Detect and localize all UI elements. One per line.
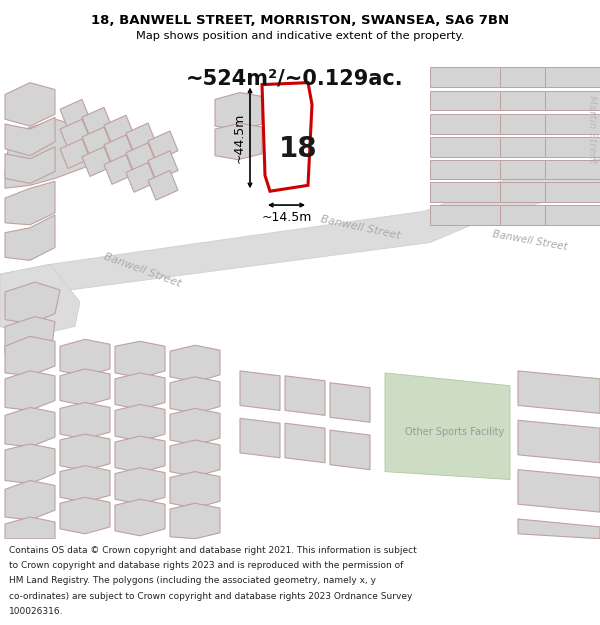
Polygon shape <box>60 498 110 534</box>
Polygon shape <box>104 135 134 164</box>
Polygon shape <box>5 215 55 261</box>
Text: Banwell Street: Banwell Street <box>492 229 568 252</box>
Text: Other Sports Facility: Other Sports Facility <box>406 427 505 437</box>
Polygon shape <box>5 317 55 356</box>
Polygon shape <box>430 91 600 110</box>
Polygon shape <box>104 155 134 184</box>
Polygon shape <box>170 503 220 539</box>
Polygon shape <box>518 371 600 413</box>
Polygon shape <box>5 118 55 156</box>
Polygon shape <box>60 369 110 406</box>
Polygon shape <box>262 82 312 191</box>
Text: ~14.5m: ~14.5m <box>262 211 311 224</box>
Polygon shape <box>240 371 280 411</box>
Polygon shape <box>330 430 370 469</box>
Polygon shape <box>115 341 165 378</box>
Polygon shape <box>285 423 325 462</box>
Polygon shape <box>5 481 55 520</box>
Polygon shape <box>170 377 220 413</box>
Polygon shape <box>5 282 60 324</box>
Text: ~44.5m: ~44.5m <box>233 112 246 163</box>
Polygon shape <box>60 434 110 471</box>
Polygon shape <box>430 137 600 157</box>
Polygon shape <box>126 143 156 172</box>
Text: Banwell Street: Banwell Street <box>102 252 182 289</box>
Text: HM Land Registry. The polygons (including the associated geometry, namely x, y: HM Land Registry. The polygons (includin… <box>9 576 376 586</box>
Polygon shape <box>5 444 55 484</box>
Text: Map shows position and indicative extent of the property.: Map shows position and indicative extent… <box>136 31 464 41</box>
Polygon shape <box>5 147 55 183</box>
Polygon shape <box>0 159 600 302</box>
Polygon shape <box>115 499 165 536</box>
Polygon shape <box>430 114 600 134</box>
Polygon shape <box>148 151 178 181</box>
Text: Banwell Street: Banwell Street <box>319 214 401 241</box>
Polygon shape <box>518 519 600 539</box>
Text: Martin Street: Martin Street <box>587 95 597 163</box>
Polygon shape <box>60 402 110 439</box>
Polygon shape <box>115 404 165 441</box>
Polygon shape <box>430 205 600 225</box>
Polygon shape <box>0 264 80 336</box>
Polygon shape <box>5 82 55 126</box>
Text: Contains OS data © Crown copyright and database right 2021. This information is : Contains OS data © Crown copyright and d… <box>9 546 417 554</box>
Polygon shape <box>518 420 600 462</box>
Polygon shape <box>430 159 600 179</box>
Polygon shape <box>215 92 262 130</box>
Text: ~524m²/~0.129ac.: ~524m²/~0.129ac. <box>186 69 404 89</box>
Polygon shape <box>170 472 220 508</box>
Polygon shape <box>5 408 55 447</box>
Polygon shape <box>60 466 110 503</box>
Polygon shape <box>60 119 90 149</box>
Polygon shape <box>170 440 220 476</box>
Polygon shape <box>104 115 134 145</box>
Polygon shape <box>430 182 600 202</box>
Polygon shape <box>5 119 95 188</box>
Polygon shape <box>170 345 220 382</box>
Polygon shape <box>215 123 262 159</box>
Polygon shape <box>115 468 165 504</box>
Polygon shape <box>82 147 112 176</box>
Text: co-ordinates) are subject to Crown copyright and database rights 2023 Ordnance S: co-ordinates) are subject to Crown copyr… <box>9 592 412 601</box>
Polygon shape <box>82 107 112 137</box>
Text: 18: 18 <box>278 135 317 162</box>
Text: 100026316.: 100026316. <box>9 607 64 616</box>
Polygon shape <box>5 371 55 411</box>
Polygon shape <box>148 171 178 200</box>
Polygon shape <box>126 123 156 152</box>
Polygon shape <box>115 373 165 409</box>
Polygon shape <box>170 408 220 445</box>
Polygon shape <box>5 336 55 376</box>
Polygon shape <box>115 436 165 472</box>
Polygon shape <box>60 139 90 169</box>
Polygon shape <box>60 339 110 376</box>
Polygon shape <box>518 469 600 512</box>
Polygon shape <box>430 67 600 87</box>
Polygon shape <box>148 131 178 161</box>
Text: 18, BANWELL STREET, MORRISTON, SWANSEA, SA6 7BN: 18, BANWELL STREET, MORRISTON, SWANSEA, … <box>91 14 509 27</box>
Text: to Crown copyright and database rights 2023 and is reproduced with the permissio: to Crown copyright and database rights 2… <box>9 561 403 570</box>
Polygon shape <box>60 99 90 129</box>
Polygon shape <box>126 162 156 192</box>
Polygon shape <box>5 517 55 539</box>
Polygon shape <box>240 418 280 457</box>
Polygon shape <box>82 127 112 157</box>
Polygon shape <box>385 373 510 479</box>
Polygon shape <box>5 181 55 225</box>
Polygon shape <box>285 376 325 416</box>
Polygon shape <box>330 382 370 423</box>
